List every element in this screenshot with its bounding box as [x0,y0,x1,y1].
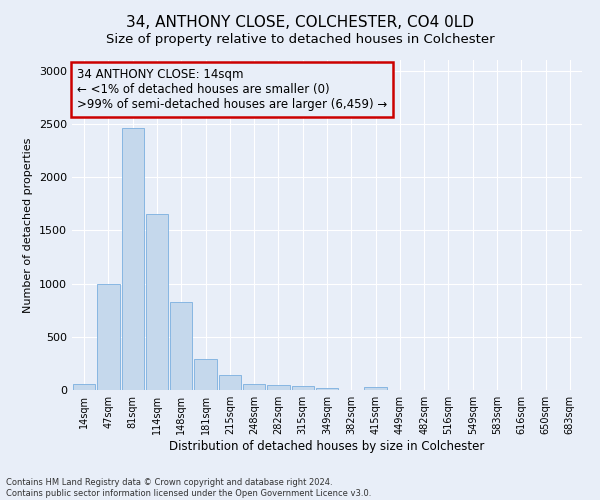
Text: Contains HM Land Registry data © Crown copyright and database right 2024.
Contai: Contains HM Land Registry data © Crown c… [6,478,371,498]
Bar [73,384,95,390]
Bar [292,386,314,390]
Bar [267,385,290,390]
Text: Size of property relative to detached houses in Colchester: Size of property relative to detached ho… [106,32,494,46]
Bar [122,128,144,390]
Text: 34 ANTHONY CLOSE: 14sqm
← <1% of detached houses are smaller (0)
>99% of semi-de: 34 ANTHONY CLOSE: 14sqm ← <1% of detache… [77,68,388,112]
Bar [243,384,265,390]
Bar [316,388,338,390]
Bar [218,375,241,390]
Bar [97,284,119,390]
Bar [194,358,217,390]
Bar [170,302,193,390]
Bar [146,214,168,390]
Y-axis label: Number of detached properties: Number of detached properties [23,138,34,312]
X-axis label: Distribution of detached houses by size in Colchester: Distribution of detached houses by size … [169,440,485,453]
Text: 34, ANTHONY CLOSE, COLCHESTER, CO4 0LD: 34, ANTHONY CLOSE, COLCHESTER, CO4 0LD [126,15,474,30]
Bar [364,388,387,390]
